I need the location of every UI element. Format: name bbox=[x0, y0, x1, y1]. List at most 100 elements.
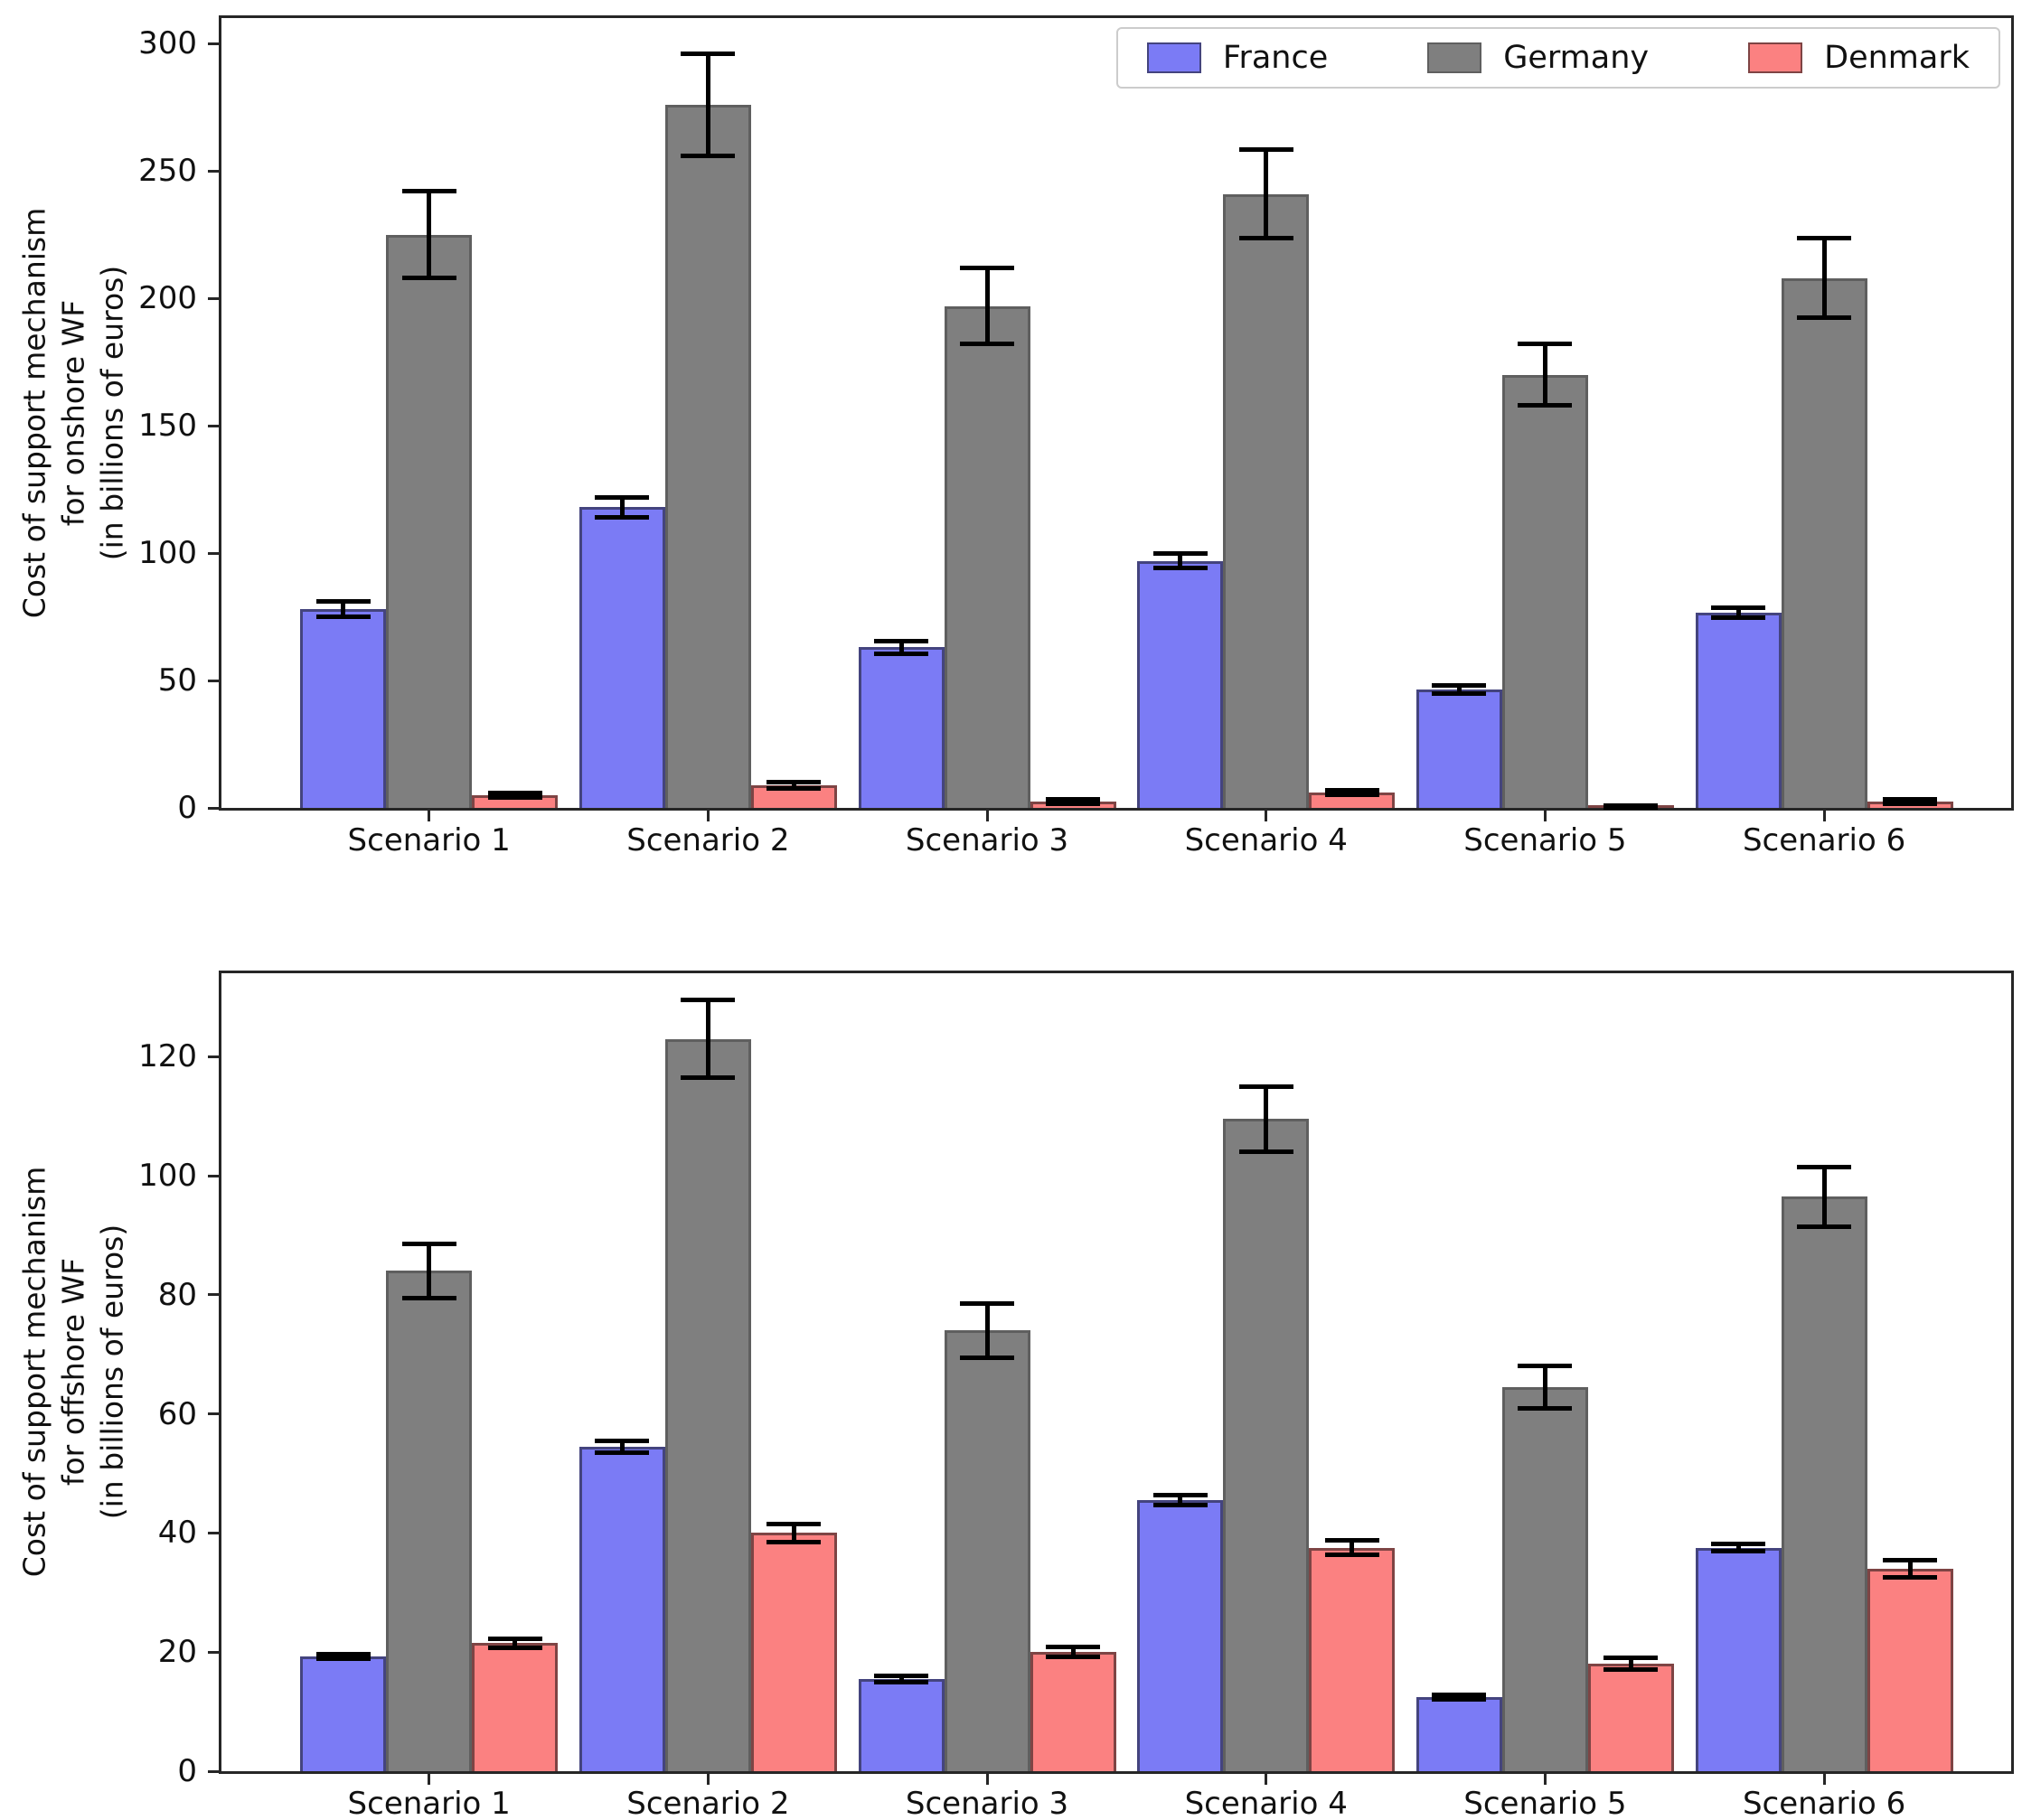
y-tick-mark bbox=[208, 551, 219, 555]
error-bar-line bbox=[705, 53, 710, 156]
legend-item-denmark: Denmark bbox=[1748, 40, 1970, 76]
y-tick-mark bbox=[208, 1769, 219, 1773]
error-bar-cap bbox=[1324, 1553, 1379, 1558]
error-bar-cap bbox=[1432, 1696, 1487, 1702]
error-bar-cap bbox=[595, 1438, 650, 1443]
y-tick-label: 150 bbox=[138, 408, 197, 445]
error-bar-cap bbox=[1324, 793, 1379, 798]
bar-germany-scenario-4 bbox=[1223, 1119, 1310, 1771]
bar-germany-scenario-3 bbox=[944, 1330, 1030, 1771]
error-bar-cap bbox=[487, 790, 542, 795]
bar-denmark-scenario-1 bbox=[472, 1643, 559, 1771]
bar-france-scenario-6 bbox=[1695, 613, 1782, 808]
y-tick-label: 100 bbox=[138, 1158, 197, 1195]
error-bar-cap bbox=[595, 494, 650, 500]
error-bar-line bbox=[898, 641, 904, 654]
error-bar-cap bbox=[487, 1636, 542, 1641]
onshore-plot-area: France Germany Denmark 0 50 100 150 200 250 300 S… bbox=[138, 15, 2014, 858]
error-bar-cap bbox=[1152, 1493, 1208, 1498]
bar-france-scenario-3 bbox=[858, 1678, 945, 1771]
x-tick-mark bbox=[1265, 811, 1268, 821]
error-bar-cap bbox=[315, 1656, 371, 1661]
error-bar-cap bbox=[1797, 1224, 1852, 1229]
error-bar-cap bbox=[1152, 1502, 1208, 1507]
error-bar-cap bbox=[681, 153, 736, 158]
error-bar-cap bbox=[1711, 605, 1766, 611]
error-bar-cap bbox=[1046, 1654, 1101, 1659]
x-tick-label: Scenario 6 bbox=[1742, 1786, 1906, 1820]
error-bar-cap bbox=[1324, 1538, 1379, 1543]
bar-germany-scenario-6 bbox=[1781, 277, 1867, 808]
x-tick-label: Scenario 6 bbox=[1742, 822, 1906, 858]
error-bar-line bbox=[1178, 553, 1183, 568]
bar-germany-scenario-5 bbox=[1501, 1386, 1588, 1771]
error-bar-cap bbox=[1324, 787, 1379, 793]
bar-denmark-scenario-2 bbox=[750, 1533, 837, 1771]
bar-france-scenario-4 bbox=[1137, 560, 1224, 808]
error-bar-line bbox=[1821, 238, 1827, 318]
y-tick-label: 80 bbox=[157, 1276, 197, 1313]
y-tick-label: 250 bbox=[138, 153, 197, 190]
bar-germany-scenario-4 bbox=[1223, 193, 1310, 808]
bar-france-scenario-6 bbox=[1695, 1547, 1782, 1771]
error-bar-line bbox=[1350, 790, 1355, 795]
x-tick-mark bbox=[706, 811, 710, 821]
error-bar-cap bbox=[1797, 236, 1852, 241]
legend-label: Germany bbox=[1503, 40, 1650, 76]
error-bar-cap bbox=[766, 1539, 822, 1544]
error-bar-line bbox=[427, 1243, 432, 1299]
legend-item-france: France bbox=[1146, 40, 1329, 76]
error-bar-line bbox=[705, 999, 710, 1078]
error-bar-line bbox=[1178, 1495, 1183, 1506]
error-bar-cap bbox=[1046, 797, 1101, 802]
error-bar-cap bbox=[874, 638, 929, 643]
legend-swatch-denmark bbox=[1748, 42, 1803, 73]
error-bar-cap bbox=[1152, 550, 1208, 556]
legend: France Germany Denmark bbox=[1115, 27, 2000, 89]
error-bar-line bbox=[791, 1524, 796, 1543]
legend-item-germany: Germany bbox=[1427, 40, 1649, 76]
error-bar-cap bbox=[1603, 1656, 1659, 1661]
error-bar-line bbox=[513, 1638, 518, 1648]
y-tick-label: 100 bbox=[138, 535, 197, 572]
error-bar-cap bbox=[487, 795, 542, 801]
bar-germany-scenario-3 bbox=[944, 305, 1030, 808]
legend-label: Denmark bbox=[1824, 40, 1970, 76]
error-bar-cap bbox=[401, 189, 456, 194]
error-bar-cap bbox=[401, 1295, 456, 1300]
x-tick-label: Scenario 1 bbox=[347, 822, 511, 858]
y-tick-label: 0 bbox=[177, 1753, 197, 1789]
error-bar-cap bbox=[960, 342, 1015, 347]
bar-france-scenario-5 bbox=[1415, 689, 1502, 808]
error-bar-cap bbox=[1797, 314, 1852, 320]
error-bar-cap bbox=[401, 1242, 456, 1247]
error-bar-cap bbox=[1046, 1645, 1101, 1650]
bar-germany-scenario-2 bbox=[664, 104, 751, 808]
x-tick-label: Scenario 5 bbox=[1463, 822, 1627, 858]
bar-france-scenario-4 bbox=[1137, 1500, 1224, 1771]
x-tick-mark bbox=[985, 1774, 989, 1785]
error-bar-line bbox=[619, 1440, 625, 1453]
legend-label: France bbox=[1222, 40, 1329, 76]
legend-swatch-france bbox=[1146, 42, 1201, 73]
offshore-plot-area: 0 20 40 60 80 100 120 Scenario 1 Scenario 2 Scena… bbox=[138, 971, 2014, 1820]
error-bar-line bbox=[513, 793, 518, 798]
y-tick-mark bbox=[208, 1293, 219, 1297]
error-bar-line bbox=[1264, 1086, 1269, 1152]
error-bar-cap bbox=[487, 1646, 542, 1651]
y-tick-mark bbox=[208, 1174, 219, 1177]
y-tick-mark bbox=[208, 806, 219, 810]
error-bar-line bbox=[1350, 1541, 1355, 1555]
legend-swatch-germany bbox=[1427, 42, 1482, 73]
bar-germany-scenario-6 bbox=[1781, 1196, 1867, 1771]
error-bar-cap bbox=[1238, 1084, 1293, 1089]
y-tick-mark bbox=[208, 1531, 219, 1534]
bar-germany-scenario-2 bbox=[664, 1038, 751, 1771]
error-bar-line bbox=[1821, 1167, 1827, 1227]
bar-france-scenario-1 bbox=[300, 1656, 387, 1771]
error-bar-line bbox=[1456, 1694, 1462, 1700]
error-bar-cap bbox=[681, 998, 736, 1003]
error-bar-cap bbox=[1711, 615, 1766, 621]
error-bar-line bbox=[1264, 149, 1269, 239]
error-bar-cap bbox=[874, 1674, 929, 1679]
